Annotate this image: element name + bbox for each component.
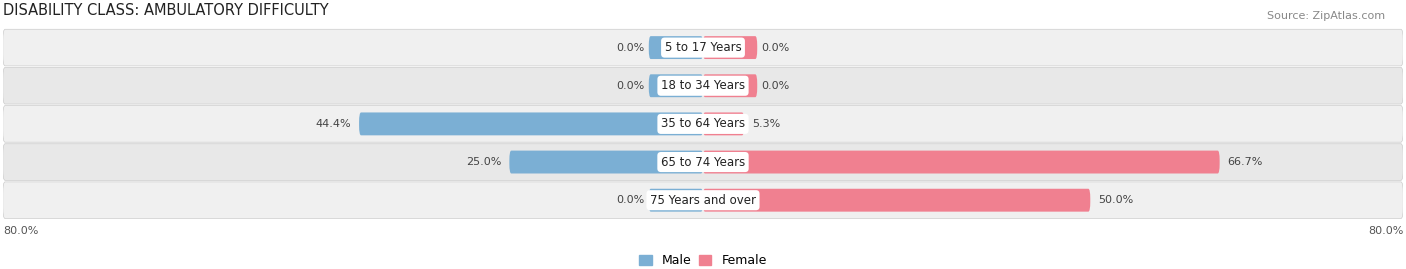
FancyBboxPatch shape <box>703 151 1219 174</box>
FancyBboxPatch shape <box>703 36 758 59</box>
FancyBboxPatch shape <box>648 36 703 59</box>
Text: 44.4%: 44.4% <box>316 119 352 129</box>
Text: 50.0%: 50.0% <box>1098 195 1133 205</box>
Text: 75 Years and over: 75 Years and over <box>650 194 756 207</box>
Text: 0.0%: 0.0% <box>617 195 645 205</box>
Text: 65 to 74 Years: 65 to 74 Years <box>661 155 745 169</box>
Text: 80.0%: 80.0% <box>1368 226 1403 236</box>
Text: 18 to 34 Years: 18 to 34 Years <box>661 79 745 92</box>
Text: 0.0%: 0.0% <box>761 43 789 53</box>
Text: 80.0%: 80.0% <box>3 226 38 236</box>
FancyBboxPatch shape <box>703 74 758 97</box>
FancyBboxPatch shape <box>3 144 1403 180</box>
Text: 5.3%: 5.3% <box>752 119 780 129</box>
Text: 5 to 17 Years: 5 to 17 Years <box>665 41 741 54</box>
Text: 0.0%: 0.0% <box>617 43 645 53</box>
Text: 0.0%: 0.0% <box>761 81 789 91</box>
FancyBboxPatch shape <box>3 182 1403 218</box>
Text: 0.0%: 0.0% <box>617 81 645 91</box>
FancyBboxPatch shape <box>509 151 703 174</box>
Text: 35 to 64 Years: 35 to 64 Years <box>661 117 745 130</box>
FancyBboxPatch shape <box>3 29 1403 66</box>
FancyBboxPatch shape <box>3 106 1403 142</box>
Text: DISABILITY CLASS: AMBULATORY DIFFICULTY: DISABILITY CLASS: AMBULATORY DIFFICULTY <box>3 3 329 18</box>
Text: 66.7%: 66.7% <box>1227 157 1263 167</box>
FancyBboxPatch shape <box>648 189 703 212</box>
Legend: Male, Female: Male, Female <box>640 254 766 267</box>
FancyBboxPatch shape <box>648 74 703 97</box>
FancyBboxPatch shape <box>359 112 703 135</box>
Text: Source: ZipAtlas.com: Source: ZipAtlas.com <box>1267 11 1385 21</box>
FancyBboxPatch shape <box>3 68 1403 104</box>
FancyBboxPatch shape <box>703 189 1090 212</box>
Text: 25.0%: 25.0% <box>467 157 502 167</box>
FancyBboxPatch shape <box>703 112 744 135</box>
